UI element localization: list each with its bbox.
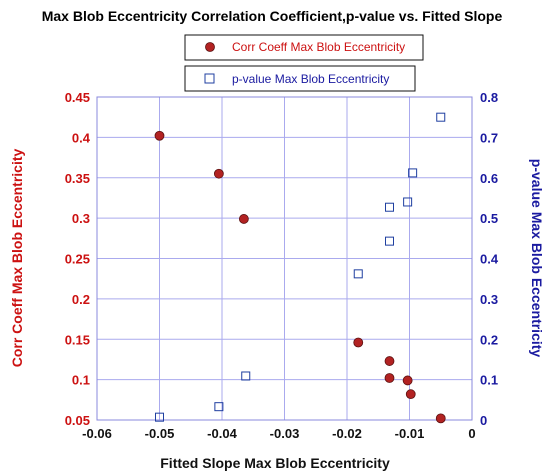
x-tick-label: -0.03 <box>270 426 300 441</box>
x-axis-label: Fitted Slope Max Blob Eccentricity <box>160 455 390 471</box>
p-value-point <box>214 402 224 412</box>
legend-label-pval: p-value Max Blob Eccentricity <box>232 72 389 86</box>
right-tick-label: 0.7 <box>480 130 498 145</box>
left-tick-label: 0.1 <box>72 373 90 388</box>
chart-title: Max Blob Eccentricity Correlation Coeffi… <box>42 8 503 24</box>
corr-coeff-point <box>238 214 249 224</box>
left-tick-label: 0.45 <box>65 90 90 105</box>
legend-marker-pval <box>204 73 215 84</box>
left-tick-label: 0.25 <box>65 252 90 267</box>
corr-coeff-point <box>213 168 224 179</box>
legend-box-corr <box>184 34 424 61</box>
x-tick-label: -0.04 <box>207 426 237 441</box>
x-tick-label: -0.06 <box>82 426 112 441</box>
right-tick-label: 0.3 <box>480 292 498 307</box>
x-tick-label: -0.01 <box>395 426 425 441</box>
x-tick-label: -0.02 <box>332 426 362 441</box>
left-tick-label: 0.4 <box>72 130 91 145</box>
p-value-point <box>403 197 413 207</box>
corr-coeff-point <box>402 375 413 386</box>
right-axis-ticks: 0 0.1 0.2 0.3 0.4 0.5 0.6 0.7 0.8 <box>480 90 499 428</box>
left-axis-ticks: 0.05 0.1 0.15 0.2 0.25 0.3 0.35 0.4 0.45 <box>65 90 91 428</box>
legend: Corr Coeff Max Blob Eccentricity p-value… <box>184 34 424 92</box>
right-tick-label: 0.4 <box>480 252 499 267</box>
left-tick-label: 0.3 <box>72 211 90 226</box>
left-tick-label: 0.2 <box>72 292 90 307</box>
right-tick-label: 0.8 <box>480 90 498 105</box>
right-axis-label: p-value Max Blob Eccentricity <box>529 159 545 358</box>
corr-coeff-point <box>405 389 416 400</box>
right-tick-label: 0 <box>480 413 487 428</box>
left-tick-label: 0.15 <box>65 332 90 347</box>
corr-coeff-point <box>435 413 446 424</box>
right-tick-label: 0.1 <box>480 373 498 388</box>
grid <box>97 97 472 420</box>
legend-box-pval <box>184 65 416 92</box>
x-axis-ticks: -0.06 -0.05 -0.04 -0.03 -0.02 -0.01 0 <box>82 426 475 441</box>
right-tick-label: 0.6 <box>480 171 498 186</box>
x-tick-label: 0 <box>468 426 475 441</box>
plot-frame <box>96 96 473 421</box>
p-value-point <box>385 202 394 212</box>
data-markers <box>154 112 446 424</box>
corr-coeff-point <box>154 130 165 141</box>
legend-marker-corr <box>205 42 215 52</box>
left-tick-label: 0.35 <box>65 171 90 186</box>
left-tick-label: 0.05 <box>65 413 90 428</box>
left-axis-label: Corr Coeff Max Blob Eccentricity <box>9 148 25 367</box>
legend-label-corr: Corr Coeff Max Blob Eccentricity <box>232 40 405 54</box>
corr-coeff-point <box>384 373 395 383</box>
p-value-point <box>436 112 446 122</box>
x-tick-label: -0.05 <box>145 426 175 441</box>
corr-coeff-point <box>384 356 395 366</box>
right-tick-label: 0.5 <box>480 211 498 226</box>
corr-coeff-point <box>353 337 364 348</box>
p-value-point <box>408 168 418 178</box>
p-value-point <box>353 269 363 279</box>
p-value-point <box>241 371 251 381</box>
p-value-point <box>155 412 164 422</box>
right-tick-label: 0.2 <box>480 332 498 347</box>
p-value-point <box>385 236 394 246</box>
